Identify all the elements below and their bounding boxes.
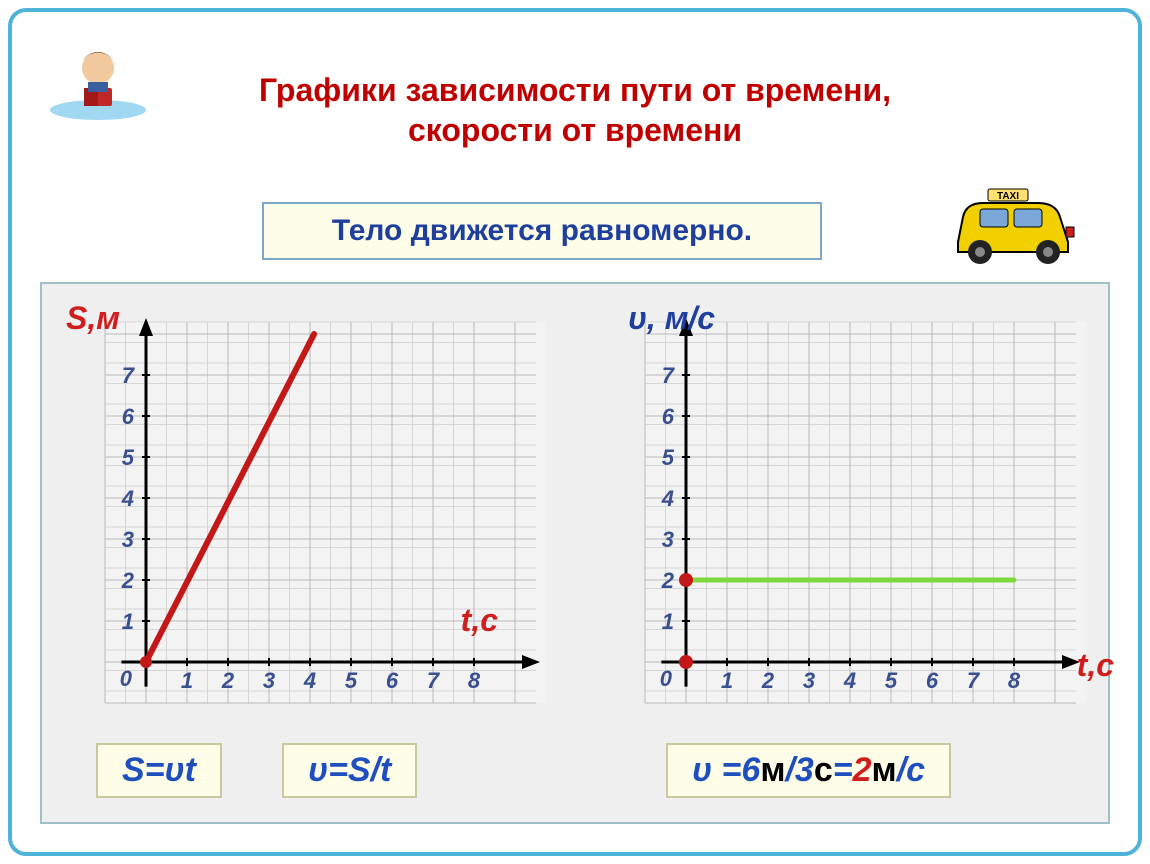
svg-text:0: 0 [120, 666, 133, 691]
svg-text:5: 5 [122, 445, 135, 470]
formula-v-st: υ=S/t [282, 743, 417, 798]
svg-text:3: 3 [263, 668, 275, 693]
svg-text:4: 4 [121, 486, 134, 511]
title-line-2: скорости от времени [12, 110, 1138, 150]
x-axis-label-right: t,с [1077, 647, 1114, 684]
svg-text:5: 5 [662, 445, 675, 470]
svg-text:6: 6 [662, 404, 675, 429]
svg-text:2: 2 [761, 668, 775, 693]
svg-text:7: 7 [662, 363, 676, 388]
svg-text:2: 2 [221, 668, 235, 693]
svg-text:1: 1 [181, 668, 193, 693]
slide-frame: Графики зависимости пути от времени, ско… [8, 8, 1142, 856]
svg-text:5: 5 [885, 668, 898, 693]
svg-text:6: 6 [122, 404, 135, 429]
svg-text:0: 0 [660, 666, 673, 691]
chart-svg-right: 1 2 3 4 5 6 7 8 1 2 3 4 5 6 7 0 [606, 302, 1106, 722]
formula-row-right: υ =6м/3с=2м/с [666, 743, 951, 798]
svg-text:3: 3 [662, 527, 674, 552]
svg-text:7: 7 [427, 668, 441, 693]
y-axis-label-right: υ, м/с [628, 300, 715, 337]
formula-row-left: S=υt υ=S/t [96, 743, 417, 798]
y-axis-label-left: S,м [66, 300, 120, 337]
subtitle-box: Тело движется равномерно. [262, 202, 822, 260]
svg-text:3: 3 [122, 527, 134, 552]
formula-calc: υ =6м/3с=2м/с [666, 743, 951, 798]
svg-text:5: 5 [345, 668, 358, 693]
svg-text:7: 7 [122, 363, 136, 388]
formula-s-vt: S=υt [96, 743, 222, 798]
svg-text:4: 4 [303, 668, 316, 693]
svg-text:8: 8 [468, 668, 481, 693]
svg-text:1: 1 [662, 609, 674, 634]
svg-text:6: 6 [386, 668, 399, 693]
chart-svg-left: 1 2 3 4 5 6 7 8 1 2 3 4 5 6 7 0 [66, 302, 566, 722]
svg-text:8: 8 [1008, 668, 1021, 693]
chart-distance: S,м 1 2 3 4 5 6 7 8 1 2 3 4 5 6 7 0 t,с S=υt υ=S/t [66, 302, 566, 804]
svg-text:1: 1 [122, 609, 134, 634]
taxi-sign-text: TAXI [997, 191, 1019, 202]
title-line-1: Графики зависимости пути от времени, [12, 70, 1138, 110]
slide-title: Графики зависимости пути от времени, ско… [12, 70, 1138, 150]
charts-row: S,м 1 2 3 4 5 6 7 8 1 2 3 4 5 6 7 0 t,с S=υt υ=S/t υ, м… [66, 302, 1084, 804]
charts-panel: S,м 1 2 3 4 5 6 7 8 1 2 3 4 5 6 7 0 t,с S=υt υ=S/t υ, м… [40, 282, 1110, 824]
svg-text:2: 2 [121, 568, 135, 593]
svg-text:1: 1 [721, 668, 733, 693]
svg-text:6: 6 [926, 668, 939, 693]
chart-velocity: υ, м/с 1234567812345670 t,с υ =6м/3с=2м/… [606, 302, 1106, 804]
subtitle-text: Тело движется равномерно. [332, 214, 752, 247]
svg-text:3: 3 [803, 668, 815, 693]
svg-text:7: 7 [967, 668, 981, 693]
taxi-icon: TAXI [948, 187, 1078, 267]
svg-text:2: 2 [661, 568, 675, 593]
x-axis-label-left: t,с [461, 602, 498, 639]
svg-text:4: 4 [661, 486, 674, 511]
svg-text:4: 4 [843, 668, 856, 693]
